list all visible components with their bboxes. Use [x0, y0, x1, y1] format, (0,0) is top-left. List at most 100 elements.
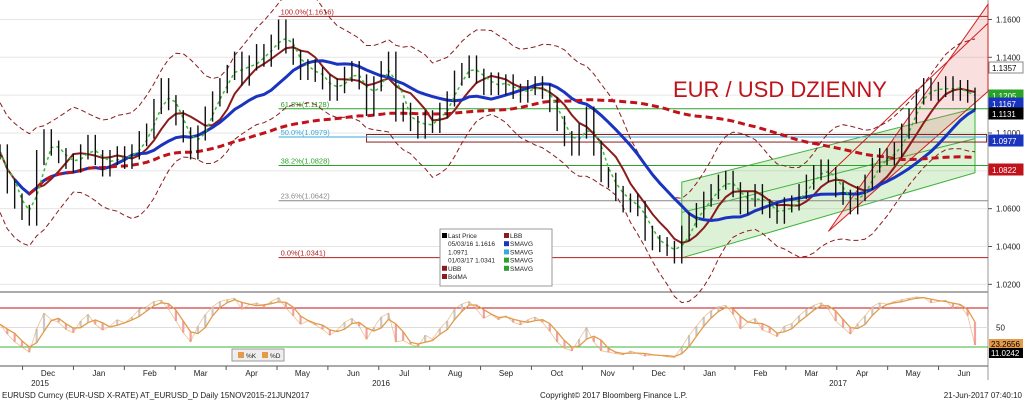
price-tag: 1.1357 [988, 61, 1024, 74]
x-year-label: 2016 [372, 379, 390, 388]
legend-label: SMAVG [510, 258, 533, 265]
time-axis: Dec Jan Feb Mar Apr May Jun Jul Aug Sep Oct Nov Dec J… [0, 365, 988, 388]
x-month-label: Dec [41, 369, 55, 378]
legend-frame [439, 228, 553, 287]
y-tick-label: 1.0400 [996, 242, 1021, 251]
lower-bollinger-band [0, 102, 976, 304]
stochastic-legend-box [231, 348, 285, 362]
legend-swatch [504, 249, 509, 255]
price-tag-label: 1.0822 [992, 166, 1017, 175]
footer-left: EURUSD Curncy (EUR-USD X-RATE) AT_EURUSD… [2, 391, 310, 400]
legend-label: 05/03/16 1.1616 [448, 241, 495, 248]
x-month-label: Oct [551, 369, 564, 378]
price-tag-box [988, 61, 1024, 74]
x-month-label: Aug [448, 369, 462, 378]
x-month-label: Feb [143, 369, 157, 378]
x-month-label: Mar [804, 369, 818, 378]
fib-level-label: 61.8%(1.1128) [281, 100, 330, 109]
legend-label: SMAVG [510, 266, 533, 273]
fib-level-label: 38.2%(1.0828) [281, 157, 331, 166]
upper-bollinger-band [0, 0, 976, 199]
fib-level-label: 100.0%(1.1616) [281, 7, 335, 16]
osc-value-tag: 23.2656 [989, 339, 1023, 349]
legend-label: UBB [448, 266, 461, 273]
legend-swatch [504, 257, 509, 263]
stochastic-d-line [0, 296, 976, 358]
x-month-label: Apr [245, 369, 258, 378]
x-month-label: Jun [958, 369, 971, 378]
price-tag-label: 1.1205 [992, 92, 1017, 101]
sma-red-dashed [28, 98, 976, 196]
price-tag: 1.0977 [988, 134, 1024, 147]
price-tag-box [988, 107, 1024, 120]
osc-value-tag-label: 23.2656 [991, 340, 1020, 349]
x-month-label: Jun [347, 369, 360, 378]
price-tag-label: 1.1357 [992, 64, 1017, 73]
legend-swatch [504, 241, 509, 247]
x-month-label: Nov [601, 369, 615, 378]
price-tag: 1.0822 [988, 163, 1024, 176]
price-tag-label: 1.0977 [992, 137, 1017, 146]
legend-label: BolMA [448, 274, 468, 281]
legend-label: %K [246, 353, 257, 360]
legend-swatch [442, 265, 447, 271]
y-tick-label: 1.0200 [996, 280, 1021, 289]
legend-swatch [442, 233, 447, 238]
legend-swatch [442, 274, 447, 279]
x-month-label: Apr [856, 369, 869, 378]
legend-swatch [238, 352, 244, 358]
osc-value-tag: 11.0242 [989, 348, 1023, 358]
legend-label: 1.0971 [448, 249, 468, 256]
fibonacci-levels: 100.0%(1.1616) 61.8%(1.1128) 50.0%(1.0979)… [278, 7, 988, 259]
price-tag-label: 1.1131 [992, 110, 1016, 119]
x-month-label: Sep [499, 369, 514, 378]
x-year-label: 2015 [31, 379, 49, 388]
range-box [366, 133, 988, 143]
x-month-label: Jan [92, 369, 105, 378]
y-tick-label: 1.1400 [996, 53, 1021, 62]
fib-level-label: 0.0%(1.0341) [281, 249, 327, 258]
osc-tick-label: 50 [996, 324, 1005, 333]
footer-center: Copyright© 2017 Bloomberg Finance L.P. [540, 391, 687, 400]
footer-right: 21-Jun-2017 07:40:10 [944, 391, 1023, 400]
price-tag-box [988, 163, 1024, 176]
sma-blue [13, 59, 976, 223]
osc-value-tag-box [989, 348, 1023, 358]
y-tick-label: 1.0600 [996, 205, 1021, 214]
legend-label: 01/03/17 1.0341 [448, 258, 495, 265]
price-tag-label: 1.1167 [992, 100, 1016, 109]
price-tag: 1.1167 [988, 97, 1024, 110]
price-axis: 1.16001.14001.12001.10001.08001.06001.04… [988, 15, 1024, 289]
x-month-label: Mar [194, 369, 208, 378]
legend-swatch [262, 352, 268, 358]
price-tag: 1.1131 [988, 107, 1024, 120]
x-month-label: May [295, 369, 310, 378]
wedge-upper-line [828, 22, 989, 175]
chart-title: EUR / USD DZIENNY [673, 77, 887, 102]
x-month-label: Feb [754, 369, 768, 378]
x-month-label: Dec [652, 369, 666, 378]
x-month-label: Jan [703, 369, 716, 378]
legend-label: Last Price [448, 233, 477, 240]
x-year-label: 2017 [829, 379, 847, 388]
stochastic-k-line [0, 296, 976, 358]
legend-swatch [504, 265, 509, 271]
sma-green-dotted [0, 37, 976, 251]
y-tick-label: 1.1000 [996, 129, 1021, 138]
legend-label: LBB [510, 233, 522, 240]
osc-value-tag-box [989, 339, 1023, 349]
moving-averages [0, 0, 976, 304]
x-month-label: Jul [399, 369, 409, 378]
legend-label: %D [270, 353, 281, 360]
legend-label: SMAVG [510, 249, 533, 256]
fib-level-label: 23.6%(1.0642) [281, 192, 331, 201]
osc-value-tag-label: 11.0242 [991, 349, 1020, 358]
legend-label: SMAVG [510, 241, 533, 248]
price-tag-box [988, 134, 1024, 147]
y-tick-label: 1.1600 [996, 15, 1021, 24]
legend-swatch [504, 233, 509, 238]
